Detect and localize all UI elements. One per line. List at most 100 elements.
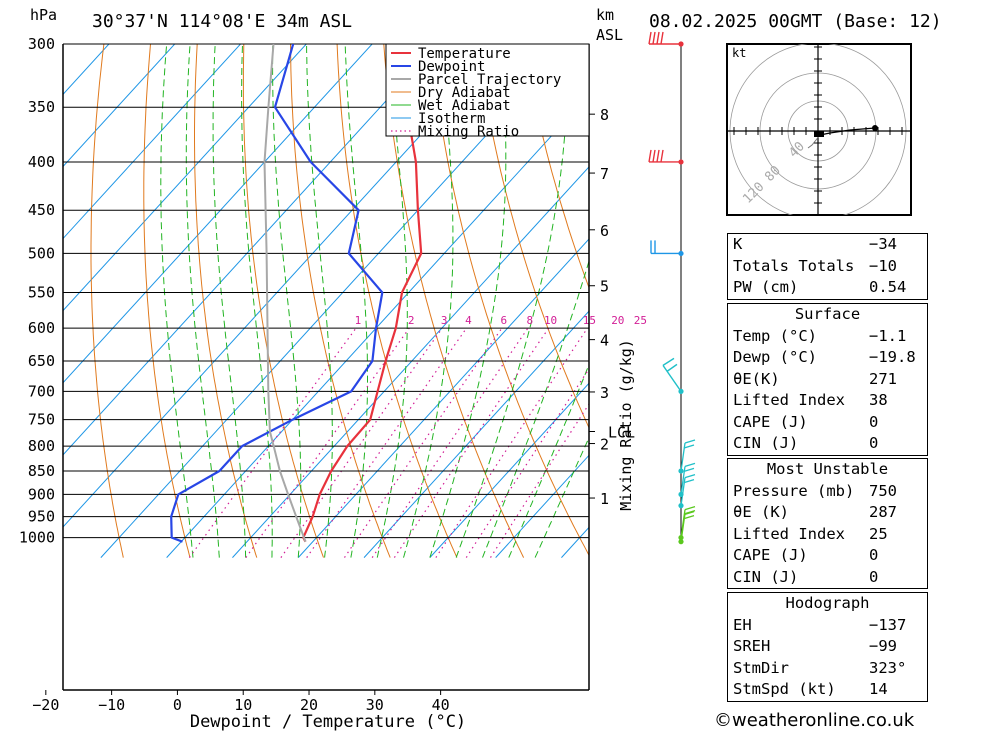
most-unstable-value: 25 <box>869 524 888 543</box>
hodograph-value: −99 <box>869 637 897 655</box>
storm-motion-marker <box>814 131 824 137</box>
pressure-label: 950 <box>28 508 55 526</box>
hodograph-unit: kt <box>732 46 746 60</box>
mixing-ratio-line <box>435 327 588 558</box>
pressure-label: 450 <box>28 201 55 219</box>
most-unstable-table: Most Unstable Pressure (mb) 750 θE (K) 287… <box>727 458 928 589</box>
wind-barb <box>680 510 696 542</box>
km-label: 2 <box>600 436 609 454</box>
hodograph-row: StmSpd (kt) 14 <box>728 679 927 701</box>
credit-text: ©weatheronline.co.uk <box>714 710 915 731</box>
surface-value: 0 <box>869 434 879 452</box>
surface-title: Surface <box>794 305 861 323</box>
most-unstable-value: 287 <box>869 503 897 521</box>
wind-barb <box>662 357 682 392</box>
surface-row: Dewp (°C) −19.8 <box>728 347 927 369</box>
pressure-label: 650 <box>28 352 55 370</box>
wind-profile <box>648 31 696 545</box>
x-tick-label: 0 <box>173 696 182 714</box>
dry-adiabat-line <box>143 44 191 558</box>
surface-label: CIN (J) <box>733 434 799 452</box>
wind-barb <box>680 439 696 472</box>
wet-adiabat-line <box>272 44 302 558</box>
isotherm-line <box>63 44 176 168</box>
wet-adiabat-line <box>534 436 589 558</box>
mixing-ratio-line <box>280 327 443 558</box>
wind-barb-dot <box>678 539 684 545</box>
most-unstable-label: CAPE (J) <box>733 546 808 564</box>
index-label: Totals Totals <box>733 256 855 275</box>
dry-adiabat-line <box>523 44 589 290</box>
most-unstable-row: CAPE (J) 0 <box>728 545 927 567</box>
index-label: K <box>733 235 743 253</box>
pressure-label: 400 <box>28 153 55 171</box>
hodograph: 40 80 120 kt <box>726 43 912 216</box>
pressure-unit-label: hPa <box>30 6 57 24</box>
hodograph-label: SREH <box>733 637 771 655</box>
legend-item-parcel: Parcel Trajectory <box>418 72 561 88</box>
dry-adiabat-line <box>476 44 589 429</box>
pressure-label: 550 <box>28 284 55 302</box>
index-row: Totals Totals −10 <box>728 256 927 278</box>
mixing-ratio-line <box>465 367 589 558</box>
indices-table: K −34 Totals Totals −10 PW (cm) 0.54 <box>727 233 928 300</box>
hodograph-row: SREH −99 <box>728 636 927 658</box>
surface-label: Dewp (°C) <box>733 348 817 366</box>
wet-adiabat-line <box>455 44 569 558</box>
isotherm-line <box>232 166 589 558</box>
surface-label: Temp (°C) <box>733 326 817 345</box>
wet-adiabat-line <box>212 44 247 558</box>
height-unit-label-2: ASL <box>596 26 623 44</box>
isotherm-line <box>63 44 373 384</box>
legend-item-dewpoint: Dewpoint <box>418 59 485 75</box>
isotherm-line <box>63 44 439 456</box>
hodograph-table: Hodograph EH −137 SREH −99 StmDir 323° StmS… <box>727 592 928 702</box>
mixing-ratio-label: 1 <box>355 314 362 327</box>
wet-adiabat-line <box>403 44 454 558</box>
legend-item-dry-adiabat: Dry Adiabat <box>418 85 511 101</box>
most-unstable-label: CIN (J) <box>733 567 799 586</box>
mixing-ratio-line <box>393 327 550 558</box>
wind-barb <box>648 149 681 163</box>
legend: Temperature Dewpoint Parcel Trajectory D… <box>385 43 590 140</box>
surface-value: 38 <box>869 391 888 409</box>
surface-row: θE(K) 271 <box>728 369 927 391</box>
isotherm-line <box>63 44 308 312</box>
hodograph-trace-lower <box>807 134 821 149</box>
surface-label: CAPE (J) <box>733 412 808 431</box>
surface-value: −19.8 <box>869 348 916 366</box>
hodograph-value: 323° <box>869 658 907 677</box>
wet-adiabat-line <box>482 259 589 558</box>
surface-table: Surface Temp (°C) −1.1 Dewp (°C) −19.8 θE(… <box>727 303 928 456</box>
most-unstable-value: 0 <box>869 546 879 564</box>
isotherm-line <box>0 16 3 558</box>
wind-barb <box>680 462 696 495</box>
index-row: PW (cm) 0.54 <box>728 277 927 299</box>
most-unstable-row: Lifted Index 25 <box>728 524 927 546</box>
isotherm-line <box>63 44 110 96</box>
surface-value: 0 <box>869 412 879 431</box>
hodograph-value: −137 <box>869 615 907 634</box>
km-label: 8 <box>600 106 609 124</box>
hodograph-point <box>872 125 878 131</box>
index-label: PW (cm) <box>733 278 799 296</box>
height-unit-label: km <box>596 6 614 24</box>
lcl-label: LCL <box>608 424 635 442</box>
most-unstable-label: θE (K) <box>733 503 789 521</box>
km-label: 3 <box>600 384 609 402</box>
pressure-label: 850 <box>28 462 55 480</box>
most-unstable-row: θE (K) 287 <box>728 502 927 524</box>
most-unstable-value: 750 <box>869 481 897 500</box>
hodograph-row: StmDir 323° <box>728 658 927 680</box>
isotherm-line <box>363 310 589 558</box>
wet-adiabat-line <box>376 44 408 558</box>
hodograph-label: StmSpd (kt) <box>733 680 836 698</box>
axes: 3003504004505005506006507007508008509009… <box>19 35 635 732</box>
pressure-label: 750 <box>28 411 55 429</box>
dewpoint-line <box>170 44 384 543</box>
parcel-trajectory-line <box>263 44 307 543</box>
pressure-label: 900 <box>28 485 55 503</box>
mixing-ratio-label: 25 <box>634 314 647 327</box>
x-axis-title: Dewpoint / Temperature (°C) <box>190 712 466 732</box>
